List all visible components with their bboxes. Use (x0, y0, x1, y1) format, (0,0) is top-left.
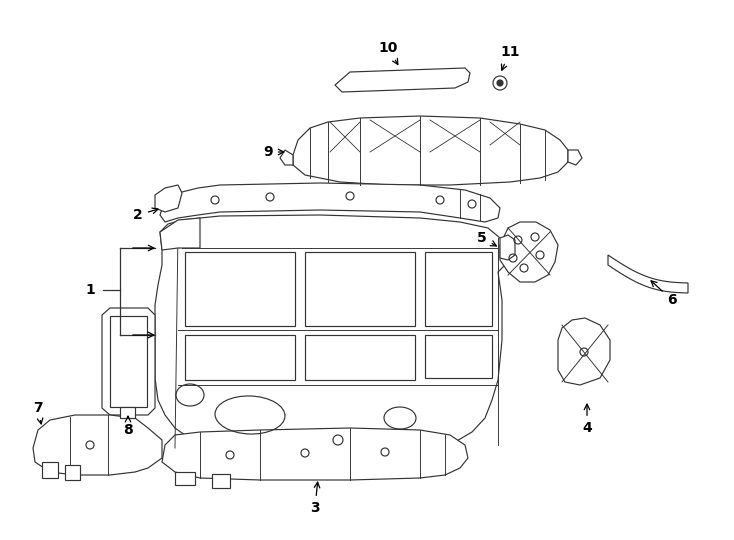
Text: 3: 3 (310, 482, 320, 515)
Polygon shape (155, 185, 182, 212)
Polygon shape (185, 252, 295, 326)
Polygon shape (160, 218, 200, 250)
Polygon shape (212, 474, 230, 488)
Text: 2: 2 (133, 208, 158, 222)
Polygon shape (335, 68, 470, 92)
Polygon shape (425, 335, 492, 378)
Text: 8: 8 (123, 416, 133, 437)
Text: 1: 1 (85, 283, 95, 297)
Polygon shape (185, 335, 295, 380)
Polygon shape (162, 428, 468, 480)
Polygon shape (102, 308, 155, 415)
Polygon shape (608, 255, 688, 293)
Polygon shape (425, 252, 492, 326)
Polygon shape (155, 215, 505, 452)
Polygon shape (500, 222, 558, 282)
Circle shape (493, 76, 507, 90)
Text: 11: 11 (501, 45, 520, 70)
Polygon shape (568, 150, 582, 165)
Polygon shape (120, 407, 135, 418)
Polygon shape (110, 316, 147, 407)
Polygon shape (65, 465, 80, 480)
Text: 4: 4 (582, 404, 592, 435)
Polygon shape (280, 150, 293, 165)
Polygon shape (33, 415, 162, 475)
Text: 7: 7 (33, 401, 43, 424)
Polygon shape (558, 318, 610, 385)
Polygon shape (160, 183, 500, 222)
Polygon shape (305, 335, 415, 380)
Text: 6: 6 (651, 281, 677, 307)
Circle shape (497, 80, 503, 86)
Polygon shape (42, 462, 58, 478)
Text: 10: 10 (378, 41, 398, 64)
Polygon shape (305, 252, 415, 326)
Text: 5: 5 (477, 231, 496, 246)
Polygon shape (293, 116, 568, 185)
Text: 9: 9 (264, 145, 284, 159)
Polygon shape (500, 235, 515, 260)
Polygon shape (175, 472, 195, 485)
